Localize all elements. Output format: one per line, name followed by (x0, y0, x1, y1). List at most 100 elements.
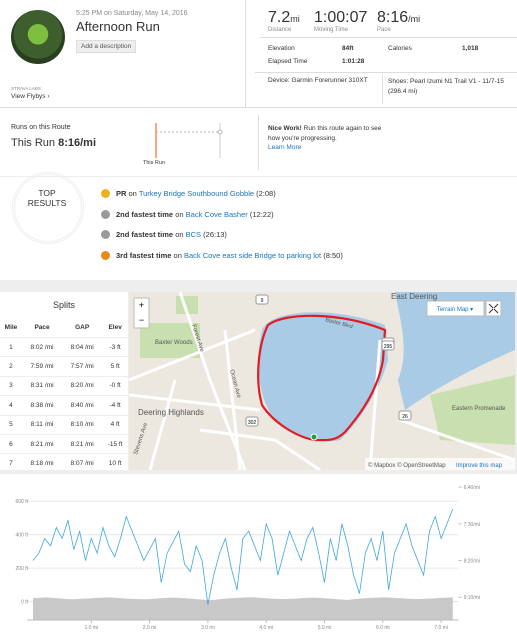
split-cell: 8:18 /mi (21, 453, 63, 474)
this-run: This Run 8:16/mi (11, 137, 96, 149)
x-tick-label: 4.0 mi (259, 625, 273, 631)
label: This Run (11, 137, 56, 149)
segment-link[interactable]: Turkey Bridge Southbound Gobble (138, 189, 255, 198)
activity-title: Afternoon Run (76, 19, 160, 34)
y-tick-label: 600 ft (15, 499, 28, 505)
split-cell: 10 ft (102, 453, 128, 474)
segment-time: (12:22) (249, 209, 274, 219)
x-tick-label: 5.0 mi (318, 625, 332, 631)
split-row: 2 7:59 /mi 7:57 /mi 5 ft (0, 356, 128, 377)
x-tick-label: 1.0 mi (84, 625, 98, 631)
elevation-label: Elevation (268, 45, 295, 52)
y-tick-label: 200 ft (15, 566, 28, 572)
segment-link[interactable]: Back Cove Basher (185, 209, 248, 219)
elapsed-time-value: 1:01:28 (342, 58, 365, 65)
split-cell: 8:31 /mi (21, 375, 63, 396)
improve-link[interactable]: Improve this map (456, 463, 503, 469)
fullscreen-button[interactable] (485, 300, 502, 317)
elapsed-time-label: Elapsed Time (268, 58, 308, 65)
segment-link[interactable]: BCS (185, 230, 202, 239)
split-row: 5 8:11 /mi 8:10 /mi 4 ft (0, 414, 128, 435)
split-cell: 2 (0, 356, 22, 377)
road-shield-label: 26 (402, 414, 408, 420)
add-description-button[interactable]: Add a description (76, 40, 137, 53)
split-row: 7 8:18 /mi 8:07 /mi 10 ft (0, 453, 128, 474)
calories-value: 1,018 (462, 45, 479, 52)
split-cell: 7:57 /mi (62, 356, 103, 377)
split-cell: -3 ft (102, 336, 128, 357)
achievement: 2nd fastest time on BCS (26:13) (116, 230, 227, 239)
split-cell: 8:21 /mi (62, 433, 103, 454)
route-heading: Runs on this Route (11, 124, 71, 131)
achievement-icon (101, 250, 110, 260)
x-tick-label: 3.0 mi (201, 625, 215, 631)
rank: 2nd fastest time (116, 230, 174, 239)
road-shield-label: 295 (384, 344, 393, 350)
heading-1: TOP (38, 188, 56, 198)
split-cell: 4 (0, 395, 22, 416)
zoom-out[interactable]: − (139, 315, 144, 325)
this-run-marker-label: This Run (143, 160, 166, 166)
laurel (12, 172, 84, 244)
strava-labs: STRAVA LABS (11, 86, 41, 91)
nice-work: Nice Work! Run this route again to see h… (268, 124, 388, 153)
split-cell: 5 (0, 414, 22, 435)
map-label: Eastern Promenade (452, 406, 506, 412)
split-cell: 8:38 /mi (21, 395, 63, 416)
value: 8:16 (377, 9, 409, 26)
top-results-heading: TOP RESULTS (14, 188, 80, 208)
map[interactable]: + − Terrain Map ▾ East Deering Baxter Woo… (129, 292, 515, 470)
achievement: 3rd fastest time on Back Cove east side … (116, 251, 343, 260)
zoom-in[interactable]: + (139, 300, 144, 310)
achievement-icon (101, 209, 110, 219)
moving-time-label: Moving Time (314, 27, 349, 33)
split-cell: 1 (0, 336, 22, 357)
split-row: 1 8:02 /mi 8:04 /mi -3 ft (0, 336, 128, 357)
pace-label: Pace (377, 27, 391, 33)
y-tick-label: 0 ft (21, 600, 29, 606)
y2-tick-label: 6:40/mi (464, 485, 480, 491)
map-label: Deering Highlands (138, 408, 204, 417)
elevation-value: 84ft (342, 45, 354, 52)
segment-link[interactable]: Back Cove east side Bridge to parking lo… (183, 250, 322, 260)
nice-work-title: Nice Work! (268, 125, 302, 132)
view-flybys-link[interactable]: View Flybys › (11, 93, 50, 100)
divider (0, 107, 517, 108)
achievement-icon (101, 189, 110, 198)
terrain-button[interactable] (426, 300, 485, 317)
divider (255, 72, 517, 73)
rank: PR (116, 189, 127, 198)
achievement: 2nd fastest time on Back Cove Basher (12… (116, 210, 274, 219)
split-cell: 5 ft (102, 356, 128, 377)
pace-value: 8:16/mi (377, 9, 420, 27)
split-cell: 8:11 /mi (21, 414, 63, 435)
column-header: Mile (4, 323, 18, 331)
park (140, 323, 200, 358)
pace: 8:16/mi (58, 137, 97, 149)
distance-label: Distance (268, 27, 292, 33)
road-shield-label: 302 (248, 420, 257, 426)
split-cell: -15 ft (102, 433, 128, 454)
learn-more-link[interactable]: Learn More (268, 144, 302, 151)
split-cell: 7:59 /mi (21, 356, 63, 377)
split-cell: 3 (0, 375, 22, 396)
park (430, 375, 515, 445)
fullscreen-icon (488, 303, 499, 314)
split-cell: 8:21 /mi (21, 433, 63, 454)
x-tick-label: 2.0 mi (143, 625, 157, 631)
split-cell: 8:10 /mi (62, 414, 103, 435)
split-cell: 6 (0, 433, 22, 454)
segment-time: (2:08) (256, 189, 276, 198)
split-cell: -4 ft (102, 395, 128, 416)
zoom-control (133, 297, 150, 329)
achievement: PR on Turkey Bridge Southbound Gobble (2… (116, 189, 276, 198)
terrain-label[interactable]: Terrain Map ▾ (437, 307, 473, 313)
value: 7.2 (268, 9, 291, 26)
y2-tick-label: 9:10/mi (464, 595, 480, 601)
map-label: Baxter Woods (155, 340, 193, 346)
avatar[interactable] (11, 10, 65, 64)
x-tick-label: 6.0 mi (376, 625, 390, 631)
road-shield (255, 294, 269, 305)
split-cell: 8:02 /mi (21, 336, 63, 357)
split-cell: 8:20 /mi (62, 375, 103, 396)
